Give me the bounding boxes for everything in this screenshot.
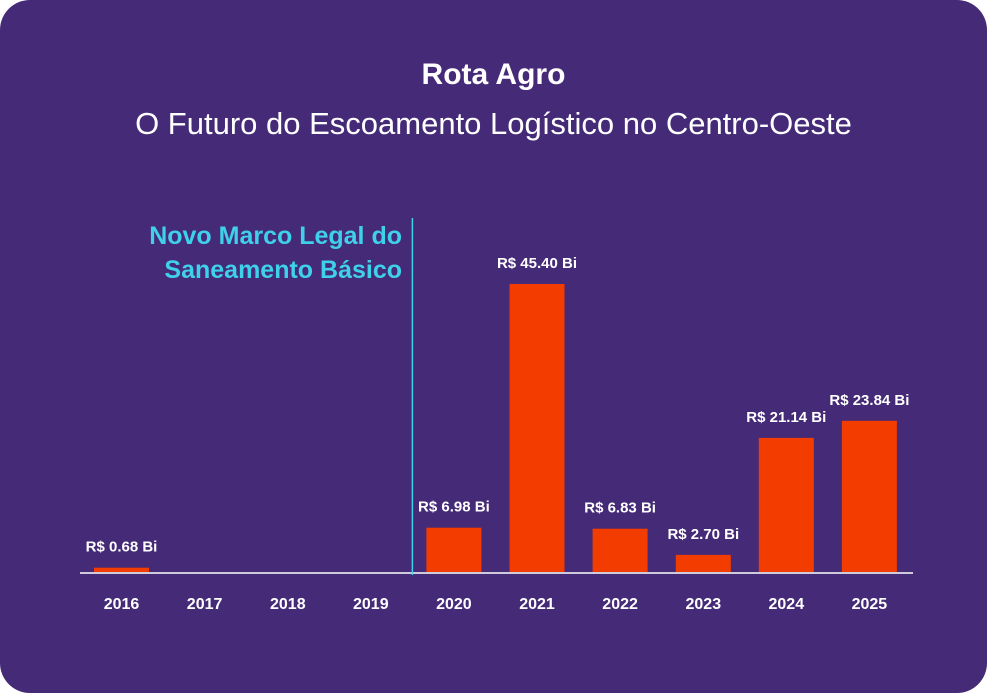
- x-tick-2024: 2024: [769, 596, 805, 613]
- annotation-line-2: Saneamento Básico: [164, 256, 402, 284]
- bar-2022: [592, 528, 648, 572]
- bar-2020: [426, 527, 482, 572]
- x-tick-2022: 2022: [602, 596, 638, 613]
- data-label-2024: R$ 21.14 Bi: [746, 409, 826, 426]
- chart-title: Rota Agro: [421, 58, 566, 91]
- data-label-2020: R$ 6.98 Bi: [418, 499, 490, 516]
- x-tick-2023: 2023: [686, 596, 722, 613]
- x-tick-2020: 2020: [436, 596, 472, 613]
- bar-2024: [758, 437, 814, 572]
- x-tick-2025: 2025: [852, 596, 888, 613]
- x-tick-2017: 2017: [187, 596, 223, 613]
- x-tick-2018: 2018: [270, 596, 306, 613]
- bar-2016: [94, 567, 149, 572]
- x-tick-2021: 2021: [519, 596, 555, 613]
- data-label-2021: R$ 45.40 Bi: [497, 255, 577, 272]
- data-label-2022: R$ 6.83 Bi: [584, 500, 656, 517]
- data-label-2016: R$ 0.68 Bi: [86, 539, 158, 556]
- annotation-line-1: Novo Marco Legal do: [149, 222, 402, 250]
- data-label-2023: R$ 2.70 Bi: [667, 526, 739, 543]
- chart-subtitle: O Futuro do Escoamento Logístico no Cent…: [135, 106, 852, 141]
- bar-2025: [841, 420, 897, 572]
- x-tick-2016: 2016: [104, 596, 140, 613]
- marco-legal-annotation: Novo Marco Legal do Saneamento Básico: [149, 219, 402, 287]
- x-tick-2019: 2019: [353, 596, 389, 613]
- bar-2021: [509, 284, 565, 572]
- bar-2023: [675, 554, 731, 572]
- data-label-2025: R$ 23.84 Bi: [829, 392, 909, 409]
